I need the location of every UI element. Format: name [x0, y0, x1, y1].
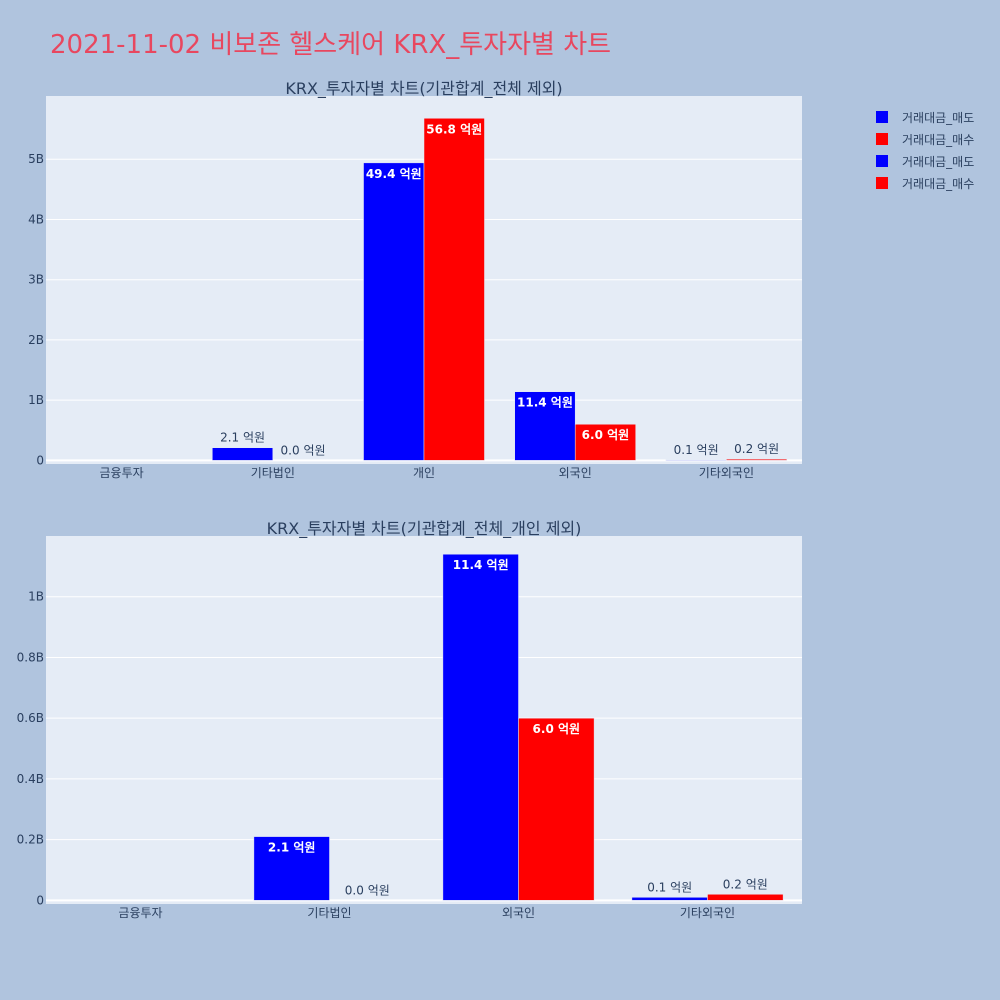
data-label: 11.4 억원	[453, 558, 509, 572]
chart-subtitle: KRX_투자자별 차트(기관합계_전체_개인 제외)	[267, 519, 582, 539]
data-label: 6.0 억원	[582, 428, 630, 442]
bar[interactable]	[253, 836, 330, 901]
x-tick-label: 기타법인	[307, 906, 351, 920]
y-tick-label: 0	[36, 453, 44, 467]
y-tick-label: 0.4B	[17, 772, 44, 786]
x-tick-label: 개인	[413, 466, 435, 480]
data-label: 49.4 억원	[366, 167, 422, 181]
y-tick-label: 0.2B	[17, 833, 44, 847]
legend-swatch	[876, 155, 888, 167]
legend-label: 거래대금_매도	[902, 154, 975, 169]
y-tick-label: 1B	[28, 590, 44, 604]
legend: 거래대금_매도 거래대금_매수 거래대금_매도 거래대금_매수	[876, 106, 974, 194]
page-title: 2021-11-02 비보존 헬스케어 KRX_투자자별 차트	[50, 30, 612, 60]
bar[interactable]	[574, 423, 636, 461]
data-label: 0.1 억원	[674, 443, 719, 457]
chart-subtitle: KRX_투자자별 차트(기관합계_전체 제외)	[285, 79, 562, 99]
data-label: 2.1 억원	[220, 431, 265, 445]
x-tick-label: 외국인	[502, 906, 535, 920]
legend-item[interactable]: 거래대금_매도	[876, 150, 974, 172]
legend-label: 거래대금_매수	[902, 132, 975, 147]
data-label: 0.0 억원	[345, 883, 390, 897]
legend-swatch	[876, 111, 888, 123]
bar[interactable]	[707, 894, 784, 901]
x-tick-label: 기타외국인	[680, 906, 735, 920]
data-label: 2.1 억원	[268, 841, 316, 855]
bar[interactable]	[442, 553, 519, 901]
y-tick-label: 0.8B	[17, 650, 44, 664]
data-label: 11.4 억원	[517, 396, 573, 410]
chart-top: KRX_투자자별 차트(기관합계_전체 제외) 0 1B 2B 3B 4B 5B 금융투자 기타…	[28, 79, 802, 480]
bar[interactable]	[212, 447, 274, 461]
legend-item[interactable]: 거래대금_매도	[876, 106, 974, 128]
bar[interactable]	[423, 118, 485, 461]
bar[interactable]	[518, 717, 595, 901]
x-tick-label: 외국인	[559, 466, 592, 480]
x-tick-label: 금융투자	[100, 466, 144, 480]
y-tick-label: 3B	[28, 273, 44, 287]
bar[interactable]	[631, 897, 708, 901]
plot-area	[46, 536, 802, 904]
legend-item[interactable]: 거래대금_매수	[876, 172, 974, 194]
x-tick-label: 기타외국인	[699, 466, 754, 480]
bar[interactable]	[726, 458, 788, 461]
data-label: 6.0 억원	[533, 722, 581, 736]
y-tick-label: 2B	[28, 333, 44, 347]
y-tick-label: 0	[36, 893, 44, 907]
legend-item[interactable]: 거래대금_매수	[876, 128, 974, 150]
y-tick-label: 5B	[28, 152, 44, 166]
data-label: 0.2 억원	[723, 877, 768, 891]
legend-label: 거래대금_매도	[902, 110, 975, 125]
data-label: 56.8 억원	[426, 122, 482, 136]
legend-label: 거래대금_매수	[902, 176, 975, 191]
data-label: 0.1 억원	[647, 880, 692, 894]
y-tick-label: 4B	[28, 212, 44, 226]
y-tick-label: 0.6B	[17, 711, 44, 725]
y-tick-label: 1B	[28, 393, 44, 407]
legend-swatch	[876, 177, 888, 189]
x-tick-label: 기타법인	[251, 466, 295, 480]
x-tick-label: 금융투자	[118, 906, 162, 920]
data-label: 0.0 억원	[281, 443, 326, 457]
data-label: 0.2 억원	[734, 442, 779, 456]
legend-swatch	[876, 133, 888, 145]
